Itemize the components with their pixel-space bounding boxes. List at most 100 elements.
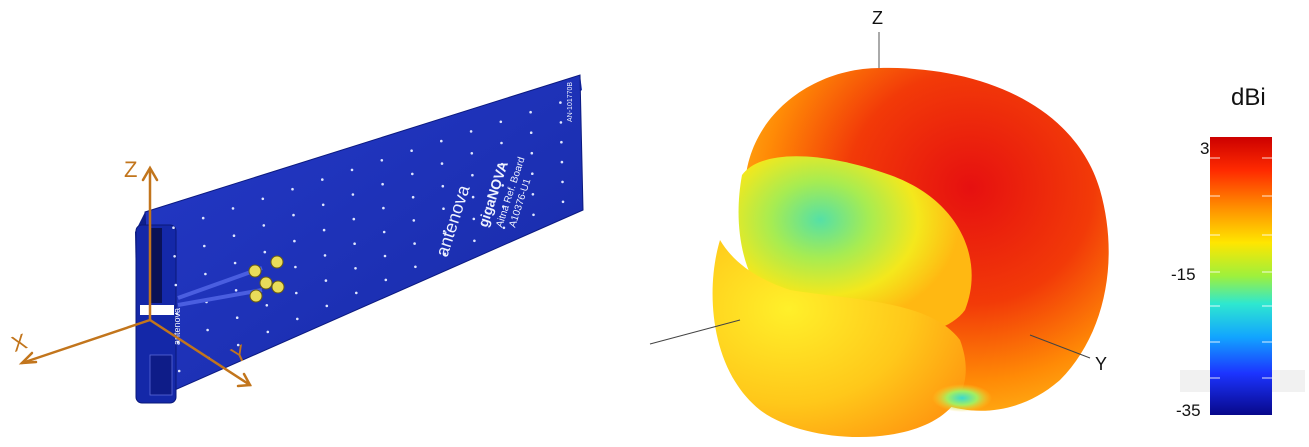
pattern-null-region xyxy=(932,384,992,412)
via-dot xyxy=(559,101,562,104)
via-dot xyxy=(502,205,505,208)
via-dot xyxy=(411,172,414,176)
via-dot xyxy=(355,291,358,295)
via-dot xyxy=(559,121,563,124)
via-dot xyxy=(560,160,564,164)
via-dot xyxy=(411,195,415,199)
colorbar-ticks xyxy=(1210,157,1272,379)
via-dot xyxy=(442,230,446,233)
board-notch xyxy=(140,305,174,315)
colorbar xyxy=(1210,137,1272,415)
colorbar-unit: dBi xyxy=(1231,84,1266,111)
via-dot xyxy=(471,173,474,177)
via-dot xyxy=(380,159,384,162)
via-dot xyxy=(441,184,445,188)
via-dot xyxy=(295,291,298,295)
via-dot xyxy=(440,139,443,143)
via-dot xyxy=(175,312,179,316)
via-dot xyxy=(470,152,474,155)
via-dots xyxy=(172,101,565,373)
via-dot xyxy=(531,172,534,175)
colorbar-tick-max: 3 xyxy=(1200,139,1209,158)
via-dot xyxy=(473,239,476,243)
via-dot xyxy=(261,197,265,201)
via-dot xyxy=(294,265,297,269)
via-dot xyxy=(292,213,295,217)
rf-connectors xyxy=(248,255,285,303)
via-dot xyxy=(412,219,416,222)
via-dot xyxy=(291,187,294,191)
via-dot xyxy=(203,244,206,248)
via-dot xyxy=(266,330,270,334)
via-dot xyxy=(236,343,240,347)
via-dot xyxy=(354,267,357,270)
via-dot xyxy=(529,131,533,134)
via-dot xyxy=(442,207,445,210)
via-dot xyxy=(353,242,356,245)
via-dot xyxy=(265,304,269,307)
via-dot xyxy=(173,254,176,258)
via-dot xyxy=(382,230,386,234)
via-dot xyxy=(350,168,354,172)
via-dot xyxy=(323,254,327,257)
via-dot xyxy=(384,278,388,282)
via-dot xyxy=(325,304,329,308)
via-dot xyxy=(413,242,416,245)
via-dot xyxy=(469,130,473,133)
board-face xyxy=(144,74,584,401)
via-dot xyxy=(296,317,299,321)
via-dot xyxy=(351,193,355,196)
pattern-axis-x-line xyxy=(649,319,741,345)
board-code: AN-101770B xyxy=(567,82,574,122)
via-dot xyxy=(174,283,178,287)
via-dot xyxy=(530,151,534,155)
colorbar-tick-mid: -15 xyxy=(1171,265,1196,284)
board-axis-x-label: X xyxy=(8,328,30,356)
via-dot xyxy=(440,162,444,165)
via-dot xyxy=(382,206,385,210)
via-dot xyxy=(561,180,564,184)
colorbar-tick-min: -35 xyxy=(1176,401,1201,420)
via-dot xyxy=(172,226,175,229)
via-dot xyxy=(383,254,387,258)
via-dot xyxy=(234,289,238,292)
via-dot xyxy=(472,217,476,221)
via-dot xyxy=(176,341,180,344)
via-dot xyxy=(352,217,356,221)
via-dot xyxy=(263,250,267,254)
via-dot xyxy=(381,182,384,186)
via-dot xyxy=(201,216,205,220)
via-dot xyxy=(321,203,325,207)
via-dot xyxy=(531,193,535,196)
via-dot xyxy=(502,226,506,230)
via-dot xyxy=(501,184,505,187)
via-dot xyxy=(204,272,207,276)
board-connector xyxy=(149,354,173,396)
via-dot xyxy=(471,195,475,199)
via-dot xyxy=(232,234,236,237)
via-dot xyxy=(500,141,503,145)
rf-traces xyxy=(177,266,263,307)
board-axis-z-label: Z xyxy=(124,157,137,182)
via-dot xyxy=(231,207,235,210)
pattern-axis-y-label: Y xyxy=(1095,354,1107,374)
via-dot xyxy=(560,140,563,144)
via-dot xyxy=(322,228,326,232)
via-dot xyxy=(235,316,239,320)
via-dot xyxy=(500,162,504,166)
via-dot xyxy=(177,369,181,373)
pattern-axis-y-line xyxy=(1029,334,1091,359)
board-slot xyxy=(150,228,162,303)
via-dot xyxy=(262,224,266,227)
board-edge-text: antenova xyxy=(172,308,182,345)
via-dot xyxy=(324,279,328,282)
board-axes xyxy=(18,165,253,388)
pattern-axis-z-label: Z xyxy=(872,8,883,28)
via-dot xyxy=(499,120,503,124)
via-dot xyxy=(321,178,324,181)
via-dot xyxy=(410,149,413,152)
via-dot xyxy=(293,239,296,243)
pattern-lower-lobe xyxy=(712,240,966,437)
via-dot xyxy=(561,200,565,204)
